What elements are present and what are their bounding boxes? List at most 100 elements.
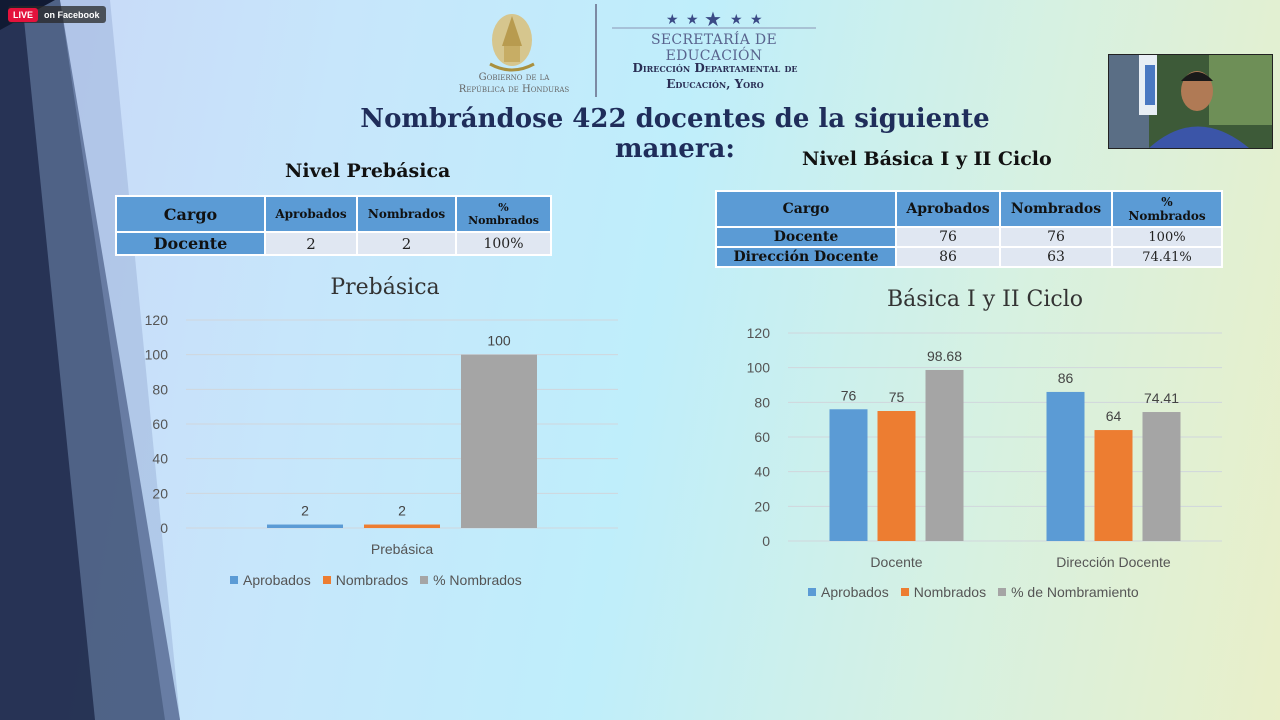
col-pct-label: Nombrados [1128, 209, 1206, 223]
bar [461, 354, 537, 528]
col-aprobados: Aprobados [895, 190, 1001, 228]
coat-of-arms-icon [489, 14, 535, 72]
y-tick-label: 100 [145, 347, 169, 363]
cell-pct: 100% [1111, 226, 1223, 248]
basica-table: Cargo Aprobados Nombrados % Nombrados Do… [715, 190, 1223, 268]
basica-chart-title: Básica I y II Ciclo [887, 287, 1083, 312]
data-label: 2 [398, 503, 406, 519]
secretaria-text: SECRETARÍA DE EDUCACIÓN [651, 32, 777, 64]
legend-item: Nombrados [322, 572, 409, 588]
prebasica-chart-title: Prebásica [330, 275, 440, 300]
table-row: Dirección Docente 86 63 74.41% [715, 246, 1223, 268]
data-label: 75 [889, 389, 905, 405]
data-label: 2 [301, 503, 309, 519]
bar [1142, 412, 1181, 541]
legend-item: Aprobados [808, 584, 889, 600]
legend-label: Nombrados [913, 584, 987, 600]
basica-subtitle: Nivel Básica I y II Ciclo [802, 148, 1052, 170]
legend-swatch [808, 588, 816, 596]
live-label: LIVE [8, 7, 39, 22]
y-tick-label: 20 [754, 498, 770, 514]
prebasica-chart: 0 20 40 60 80 100 120 2 2 100 Prebásica [145, 312, 618, 557]
stars-icon: ★ ★ ★ ★ ★ [666, 7, 763, 31]
col-nombrados: Nombrados [999, 190, 1113, 228]
legend-swatch [998, 588, 1007, 596]
col-pct-label: Nombrados [468, 214, 539, 227]
direccion-line-1: Dirección Departamental de [632, 61, 798, 75]
cell-aprobados: 76 [895, 226, 1001, 248]
svg-text:★: ★ [750, 12, 763, 28]
svg-text:★: ★ [704, 7, 722, 31]
legend-swatch [322, 576, 331, 584]
basica-chart: 0 20 40 60 80 100 120 76 75 98.68 Docente 86 64 74.41… [747, 325, 1222, 570]
data-label: 98.68 [927, 348, 962, 364]
svg-text:★: ★ [686, 12, 699, 28]
table-row: Docente 76 76 100% [715, 226, 1223, 248]
live-platform-label: on Facebook [44, 9, 100, 20]
legend-label: Aprobados [821, 584, 889, 600]
legend-item: % Nombrados [420, 572, 522, 588]
cell-cargo: Docente [715, 226, 897, 248]
col-pct-nombrados: % Nombrados [455, 195, 552, 233]
y-tick-label: 60 [754, 429, 770, 445]
bar [1094, 430, 1133, 541]
legend-label: % de Nombramiento [1011, 584, 1139, 600]
data-label: 100 [487, 333, 511, 349]
data-label: 86 [1058, 370, 1074, 386]
col-cargo: Cargo [715, 190, 897, 228]
legend-item: Aprobados [230, 572, 311, 588]
live-badge: LIVE on Facebook [8, 6, 106, 23]
col-pct-symbol: % [1161, 195, 1173, 209]
cell-aprobados: 2 [264, 231, 358, 256]
cell-aprobados: 86 [895, 246, 1001, 268]
legend-swatch [900, 588, 909, 596]
direccion-line-2: Educación, Yoro [666, 77, 764, 91]
government-logos: ★ ★ ★ ★ ★ [489, 4, 816, 97]
webcam-video [1108, 54, 1273, 149]
cell-pct: 74.41% [1111, 246, 1223, 268]
bar [1046, 391, 1085, 541]
legend-label: Aprobados [243, 572, 311, 588]
bar [267, 524, 343, 528]
basica-legend: Aprobados Nombrados % de Nombramiento [808, 584, 1151, 600]
col-aprobados: Aprobados [264, 195, 358, 233]
bar [829, 409, 868, 541]
y-tick-label: 100 [747, 360, 771, 376]
y-tick-label: 0 [762, 533, 770, 549]
y-tick-label: 60 [152, 416, 168, 432]
svg-text:★: ★ [666, 12, 679, 28]
y-tick-label: 40 [754, 464, 770, 480]
prebasica-table: Cargo Aprobados Nombrados % Nombrados Do… [115, 195, 552, 256]
bar [925, 369, 964, 541]
col-pct-nombrados: % Nombrados [1111, 190, 1223, 228]
y-tick-label: 120 [145, 312, 169, 328]
gobierno-line-1: Gobierno de la [478, 72, 550, 83]
col-pct-symbol: % [498, 201, 509, 214]
prebasica-legend: Aprobados Nombrados % Nombrados [230, 572, 534, 588]
legend-swatch [230, 576, 238, 584]
bar [364, 524, 440, 528]
y-tick-label: 20 [152, 485, 168, 501]
data-label: 76 [841, 387, 857, 403]
svg-text:★: ★ [730, 12, 743, 28]
cell-nombrados: 2 [356, 231, 457, 256]
cell-nombrados: 63 [999, 246, 1113, 268]
table-row: Docente 2 2 100% [115, 231, 552, 256]
y-tick-label: 0 [160, 520, 168, 536]
col-nombrados: Nombrados [356, 195, 457, 233]
legend-label: Nombrados [335, 572, 409, 588]
data-label: 74.41 [1144, 390, 1179, 406]
data-label: 64 [1106, 408, 1122, 424]
y-tick-label: 120 [747, 325, 771, 341]
prebasica-subtitle: Nivel Prebásica [285, 160, 451, 182]
col-cargo: Cargo [115, 195, 266, 233]
legend-swatch [420, 576, 429, 584]
x-tick-label: Dirección Docente [1056, 554, 1171, 570]
slide-title: Nombrándose 422 docentes de la siguiente… [360, 104, 990, 164]
y-tick-label: 80 [152, 381, 168, 397]
cell-nombrados: 76 [999, 226, 1113, 248]
legend-label: % Nombrados [433, 572, 522, 588]
bar [877, 411, 916, 541]
y-tick-label: 80 [754, 394, 770, 410]
gobierno-line-2: República de Honduras [458, 84, 570, 95]
